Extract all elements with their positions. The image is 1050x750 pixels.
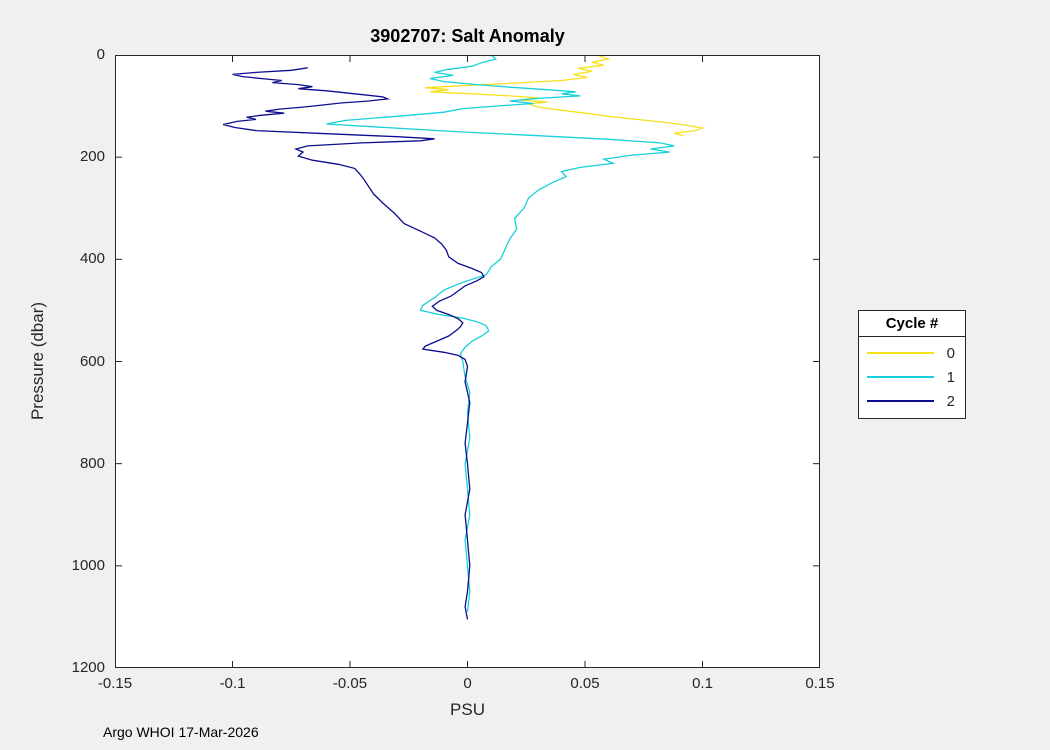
legend-line-sample (867, 400, 934, 402)
y-tick-label: 400 (79, 250, 105, 268)
y-tick-label: 0 (96, 46, 105, 63)
series-line-cycle-2 (222, 67, 485, 620)
x-tick-label: 0 (463, 675, 472, 692)
x-tick-label: 0.15 (805, 675, 835, 692)
y-tick-label: 200 (79, 148, 105, 166)
x-tick-label: -0.15 (97, 675, 133, 692)
legend-title: Cycle # (859, 311, 965, 337)
y-tick-label: 1000 (71, 556, 105, 574)
legend-line-sample (867, 376, 934, 378)
chart-title: 3902707: Salt Anomaly (370, 26, 565, 46)
footer-annotation: Argo WHOI 17-Mar-2026 (103, 724, 259, 740)
y-tick-label: 1200 (71, 659, 105, 676)
legend-entry-label: 0 (946, 344, 955, 362)
axes-box (115, 55, 820, 668)
y-tick-label: 600 (79, 352, 105, 370)
x-tick-label: -0.1 (219, 675, 246, 692)
legend-entry-label: 2 (946, 392, 955, 410)
legend-entries: 0 1 2 (859, 337, 965, 418)
x-tick-label: 0.1 (692, 675, 713, 692)
legend-entry-label: 1 (946, 368, 955, 386)
legend-line-sample (867, 352, 934, 354)
x-tick-label: -0.05 (332, 675, 368, 692)
y-axis-label: Pressure (dbar) (28, 301, 47, 421)
series-line-cycle-1 (326, 55, 675, 612)
y-tick-label: 800 (79, 454, 105, 472)
plot-area (115, 55, 820, 668)
legend: Cycle # 0 1 2 (858, 310, 966, 419)
legend-row: 2 (859, 389, 965, 413)
legend-row: 1 (859, 365, 965, 389)
x-tick-label: 0.05 (570, 675, 600, 692)
legend-row: 0 (859, 341, 965, 365)
series-line-cycle-0 (425, 55, 705, 137)
x-axis-label: PSU (450, 700, 485, 719)
